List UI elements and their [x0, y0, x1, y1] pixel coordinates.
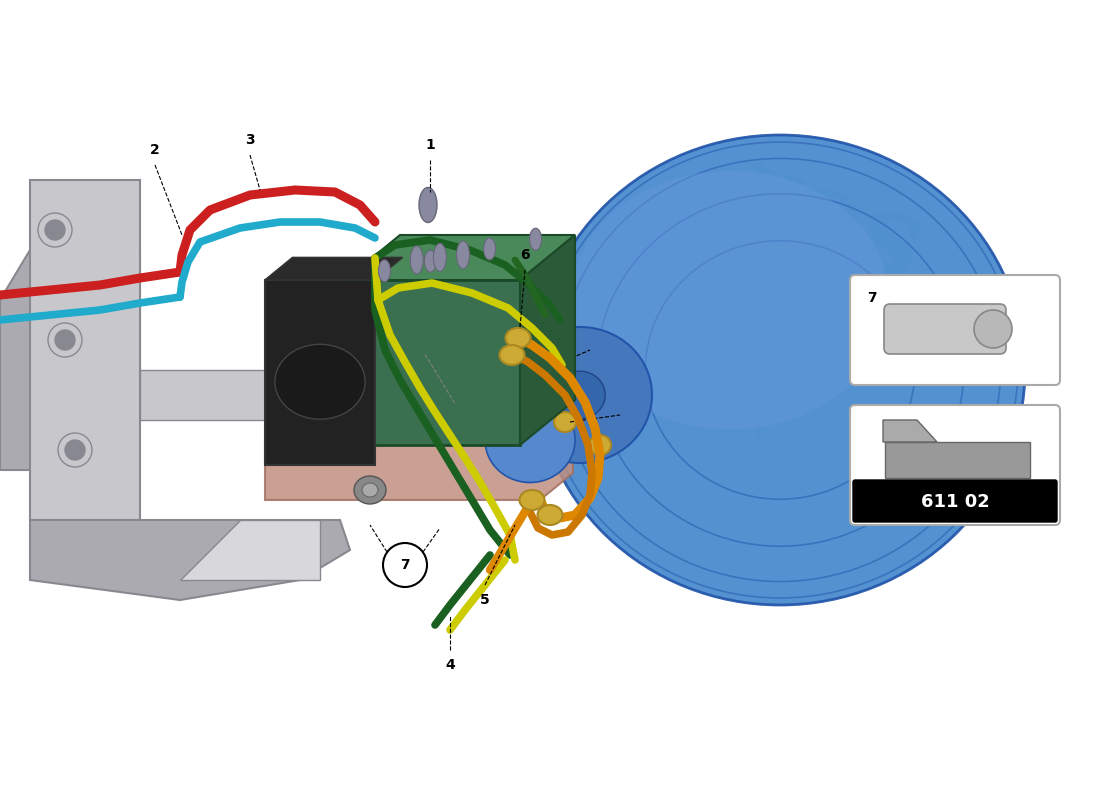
Ellipse shape [535, 135, 1025, 605]
FancyBboxPatch shape [850, 405, 1060, 525]
Text: on: on [736, 467, 764, 493]
FancyBboxPatch shape [850, 275, 1060, 385]
Ellipse shape [419, 187, 437, 222]
Text: since 1985: since 1985 [759, 303, 942, 397]
Ellipse shape [538, 505, 562, 525]
Ellipse shape [275, 344, 365, 419]
Ellipse shape [410, 246, 424, 274]
Polygon shape [140, 370, 265, 420]
Ellipse shape [362, 483, 378, 497]
Ellipse shape [456, 241, 470, 269]
Polygon shape [345, 235, 575, 280]
Text: 4: 4 [446, 658, 455, 672]
Polygon shape [0, 250, 140, 470]
Text: 7: 7 [400, 558, 410, 572]
Polygon shape [265, 413, 573, 500]
Polygon shape [265, 258, 403, 280]
Ellipse shape [425, 250, 437, 272]
Ellipse shape [554, 371, 605, 419]
Polygon shape [180, 520, 320, 580]
Polygon shape [883, 420, 937, 442]
Ellipse shape [433, 243, 447, 271]
Ellipse shape [554, 412, 576, 432]
Text: autoparts: autoparts [659, 388, 781, 452]
Ellipse shape [484, 238, 496, 260]
Circle shape [65, 440, 85, 460]
Ellipse shape [378, 260, 390, 282]
Polygon shape [520, 235, 575, 445]
Polygon shape [265, 280, 375, 465]
Ellipse shape [508, 327, 652, 463]
Circle shape [974, 310, 1012, 348]
Polygon shape [30, 180, 140, 520]
Ellipse shape [519, 490, 544, 510]
Circle shape [45, 220, 65, 240]
Text: 2: 2 [150, 143, 160, 157]
Circle shape [55, 330, 75, 350]
Ellipse shape [506, 328, 530, 348]
Text: 3: 3 [245, 133, 255, 147]
Ellipse shape [529, 228, 541, 250]
Ellipse shape [544, 355, 566, 375]
Text: 1: 1 [425, 138, 435, 152]
Text: res: res [722, 137, 938, 303]
Text: 611 02: 611 02 [921, 493, 989, 511]
Text: 6: 6 [520, 248, 530, 262]
Ellipse shape [499, 345, 525, 365]
Text: 5: 5 [480, 593, 490, 607]
Polygon shape [345, 280, 520, 445]
Ellipse shape [485, 398, 575, 482]
Ellipse shape [588, 435, 610, 455]
FancyBboxPatch shape [884, 304, 1007, 354]
Ellipse shape [571, 170, 889, 430]
Polygon shape [30, 520, 350, 600]
Ellipse shape [354, 476, 386, 504]
Circle shape [383, 543, 427, 587]
FancyBboxPatch shape [852, 480, 1057, 522]
Text: 7: 7 [867, 291, 877, 305]
Polygon shape [886, 442, 1030, 478]
